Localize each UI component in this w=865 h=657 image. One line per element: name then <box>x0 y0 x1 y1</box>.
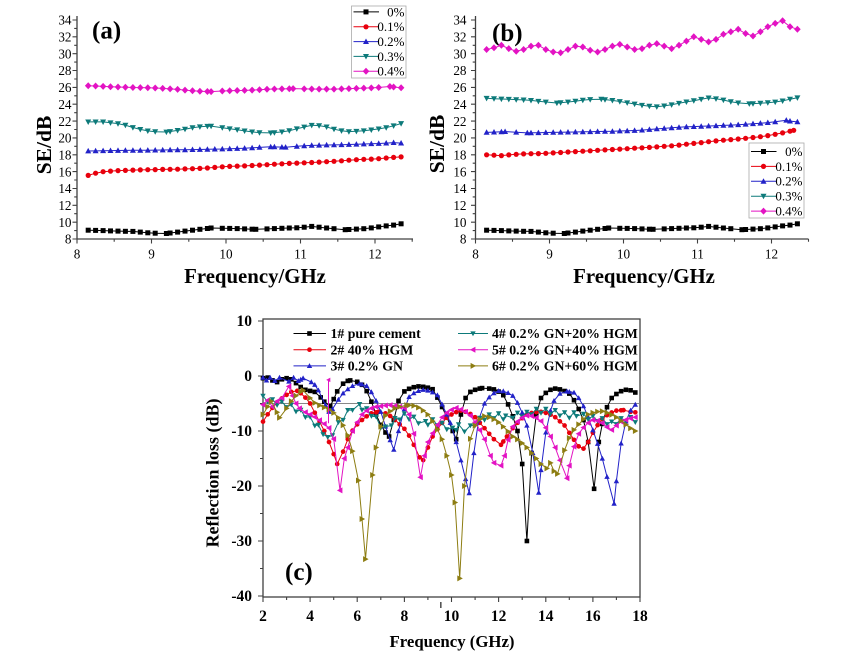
svg-text:14: 14 <box>538 608 554 625</box>
svg-text:8: 8 <box>401 608 409 625</box>
svg-text:10: 10 <box>219 247 233 262</box>
svg-text:14: 14 <box>453 181 467 196</box>
svg-text:0%: 0% <box>387 4 405 19</box>
svg-text:18: 18 <box>632 608 648 625</box>
svg-text:0.1%: 0.1% <box>775 159 802 174</box>
svg-text:18: 18 <box>453 148 467 163</box>
svg-text:16: 16 <box>585 608 601 625</box>
svg-text:11: 11 <box>294 247 307 262</box>
svg-text:24: 24 <box>453 97 467 112</box>
svg-text:5# 0.2% GN+40% HGM: 5# 0.2% GN+40% HGM <box>492 342 638 357</box>
svg-text:9: 9 <box>148 247 155 262</box>
svg-text:Frequency/GHz: Frequency/GHz <box>573 265 715 288</box>
svg-text:0.3%: 0.3% <box>775 189 802 204</box>
svg-text:SE/dB: SE/dB <box>425 115 449 174</box>
svg-text:22: 22 <box>453 114 466 129</box>
svg-text:30: 30 <box>453 46 467 61</box>
svg-text:12: 12 <box>453 198 466 213</box>
svg-text:8: 8 <box>472 247 479 262</box>
svg-text:(a): (a) <box>92 18 121 45</box>
svg-text:8: 8 <box>65 232 72 247</box>
svg-text:26: 26 <box>453 80 467 95</box>
svg-text:30: 30 <box>58 46 72 61</box>
svg-text:16: 16 <box>453 164 467 179</box>
svg-text:2# 40% HGM: 2# 40% HGM <box>331 342 414 357</box>
svg-text:14: 14 <box>58 181 72 196</box>
svg-text:34: 34 <box>58 13 72 28</box>
svg-text:4: 4 <box>306 608 314 625</box>
svg-text:9: 9 <box>546 247 553 262</box>
svg-text:16: 16 <box>58 164 72 179</box>
svg-text:11: 11 <box>691 247 704 262</box>
svg-text:28: 28 <box>58 63 72 78</box>
svg-text:Frequency/GHz: Frequency/GHz <box>184 265 326 288</box>
svg-text:SE/dB: SE/dB <box>32 116 56 175</box>
svg-text:12: 12 <box>368 247 381 262</box>
svg-text:(c): (c) <box>285 559 313 586</box>
svg-text:10: 10 <box>444 608 460 625</box>
svg-text:6# 0.2% GN+60% HGM: 6# 0.2% GN+60% HGM <box>492 359 638 374</box>
svg-text:12: 12 <box>491 608 507 625</box>
svg-text:34: 34 <box>453 13 467 28</box>
svg-text:-30: -30 <box>231 533 252 550</box>
svg-text:0.4%: 0.4% <box>775 204 802 219</box>
svg-text:-40: -40 <box>231 588 252 605</box>
svg-text:8: 8 <box>74 247 81 262</box>
svg-text:-20: -20 <box>231 478 252 495</box>
svg-text:0.4%: 0.4% <box>377 64 404 79</box>
svg-text:26: 26 <box>58 80 72 95</box>
svg-text:6: 6 <box>353 608 361 625</box>
svg-text:20: 20 <box>58 131 72 146</box>
svg-text:4# 0.2% GN+20% HGM: 4# 0.2% GN+20% HGM <box>492 326 638 341</box>
svg-text:10: 10 <box>617 247 631 262</box>
svg-text:12: 12 <box>58 198 71 213</box>
svg-text:1# pure cement: 1# pure cement <box>331 326 422 341</box>
svg-text:0.2%: 0.2% <box>775 174 802 189</box>
svg-text:(b): (b) <box>492 20 523 47</box>
svg-text:24: 24 <box>58 97 72 112</box>
svg-text:18: 18 <box>58 148 72 163</box>
svg-text:Reflection loss (dB): Reflection loss (dB) <box>203 399 224 548</box>
svg-text:10: 10 <box>453 215 467 230</box>
svg-text:2: 2 <box>259 608 267 625</box>
svg-text:0.2%: 0.2% <box>377 34 404 49</box>
svg-text:10: 10 <box>58 215 72 230</box>
svg-text:22: 22 <box>58 114 71 129</box>
svg-text:0.3%: 0.3% <box>377 49 404 64</box>
svg-text:20: 20 <box>453 131 467 146</box>
svg-text:8: 8 <box>460 232 467 247</box>
svg-text:-10: -10 <box>231 423 252 440</box>
svg-text:Frequency (GHz): Frequency (GHz) <box>389 632 514 651</box>
svg-text:10: 10 <box>237 313 253 330</box>
svg-text:0%: 0% <box>785 144 803 159</box>
svg-text:0.1%: 0.1% <box>377 19 404 34</box>
svg-text:32: 32 <box>453 30 466 45</box>
svg-text:0: 0 <box>244 368 252 385</box>
svg-text:28: 28 <box>453 63 467 78</box>
svg-text:12: 12 <box>765 247 778 262</box>
svg-text:32: 32 <box>58 30 71 45</box>
svg-text:3# 0.2% GN: 3# 0.2% GN <box>331 359 403 374</box>
